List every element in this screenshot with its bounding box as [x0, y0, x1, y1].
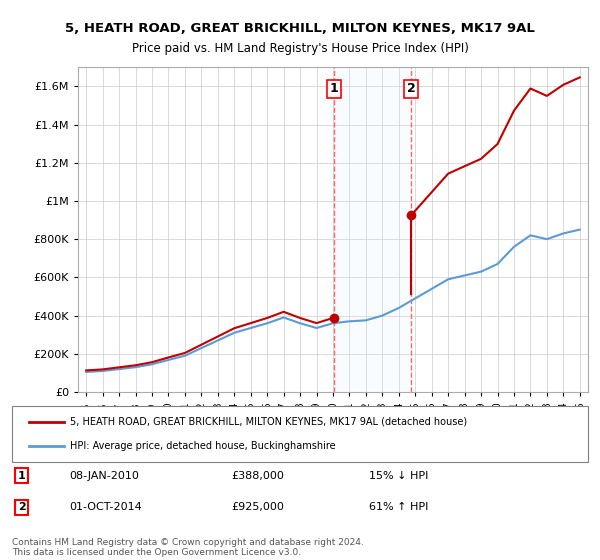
Text: 5, HEATH ROAD, GREAT BRICKHILL, MILTON KEYNES, MK17 9AL (detached house): 5, HEATH ROAD, GREAT BRICKHILL, MILTON K… [70, 417, 467, 427]
Text: Price paid vs. HM Land Registry's House Price Index (HPI): Price paid vs. HM Land Registry's House … [131, 42, 469, 55]
Text: 2: 2 [407, 82, 416, 96]
Text: £388,000: £388,000 [231, 470, 284, 480]
Bar [334, 67, 411, 392]
FancyBboxPatch shape [12, 406, 588, 462]
Text: £925,000: £925,000 [231, 502, 284, 512]
Text: 5, HEATH ROAD, GREAT BRICKHILL, MILTON KEYNES, MK17 9AL: 5, HEATH ROAD, GREAT BRICKHILL, MILTON K… [65, 22, 535, 35]
Text: 2: 2 [18, 502, 26, 512]
Text: 1: 1 [18, 470, 26, 480]
Text: 1: 1 [329, 82, 338, 96]
Text: 61% ↑ HPI: 61% ↑ HPI [369, 502, 428, 512]
Text: 01-OCT-2014: 01-OCT-2014 [70, 502, 142, 512]
Text: 15% ↓ HPI: 15% ↓ HPI [369, 470, 428, 480]
Text: 08-JAN-2010: 08-JAN-2010 [70, 470, 139, 480]
Text: Contains HM Land Registry data © Crown copyright and database right 2024.
This d: Contains HM Land Registry data © Crown c… [12, 538, 364, 557]
Text: HPI: Average price, detached house, Buckinghamshire: HPI: Average price, detached house, Buck… [70, 441, 335, 451]
